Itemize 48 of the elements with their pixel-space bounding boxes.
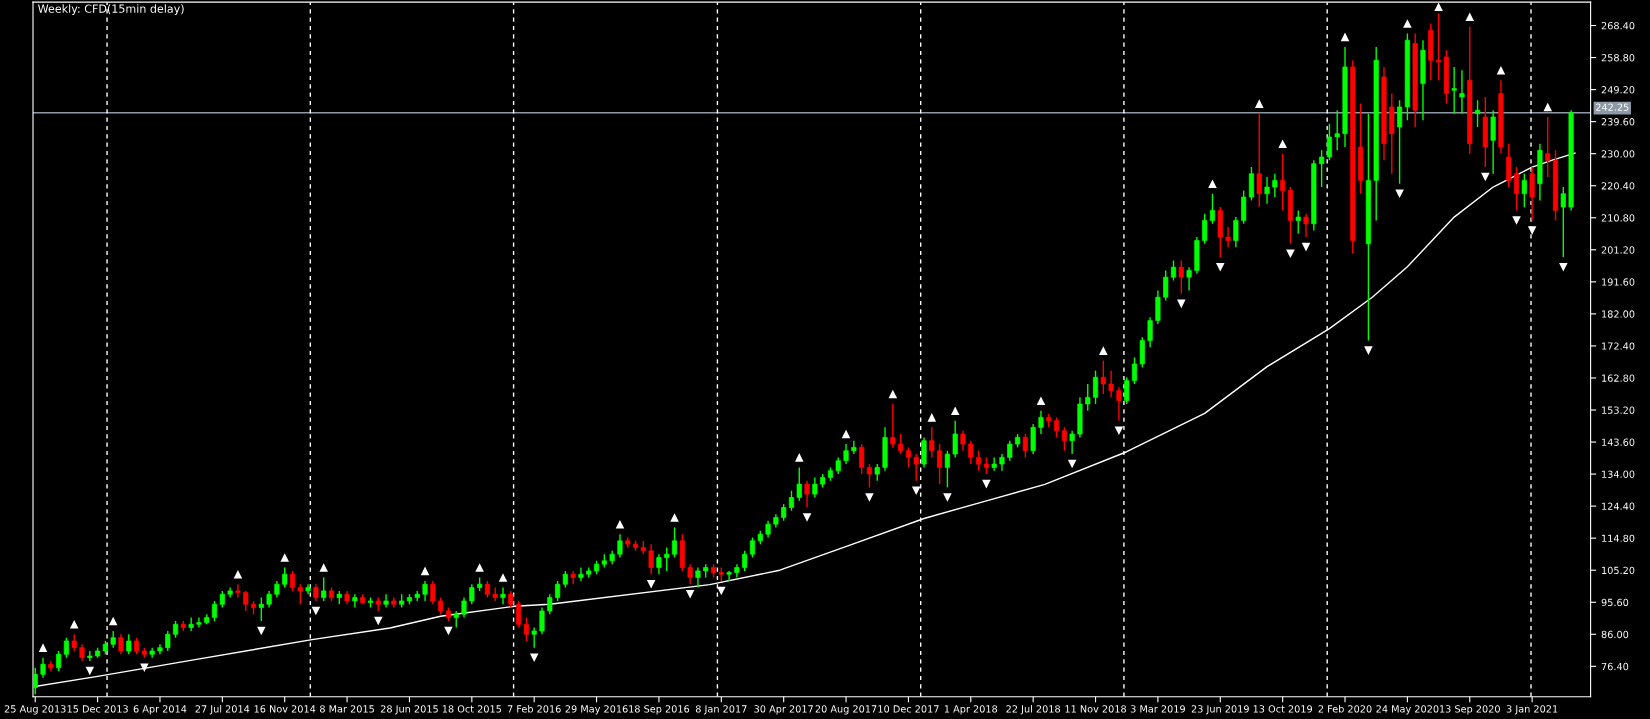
y-tick-label: 105.20: [1602, 566, 1635, 575]
y-tick-label: 172.40: [1602, 342, 1635, 350]
y-tick-label: 239.60: [1601, 118, 1635, 126]
x-tick-label: 23 Jun 2019: [1191, 705, 1249, 715]
x-tick-label: 24 May 2020: [1376, 705, 1439, 715]
y-tick-label: 191.60: [1602, 278, 1635, 286]
x-tick-label: 16 Nov 2014: [254, 705, 316, 713]
x-tick-label: 2 Feb 2020: [1318, 705, 1372, 713]
x-tick-label: 10 Dec 2017: [878, 705, 939, 713]
y-tick-label: 134.00: [1602, 470, 1635, 478]
y-tick-label: 86.00: [1601, 630, 1629, 639]
y-tick-label: 201.20: [1601, 246, 1635, 254]
x-tick-label: 8 Mar 2015: [320, 705, 374, 713]
x-tick-label: 29 May 2016: [565, 705, 628, 715]
ref-line-label: 242.25: [1595, 103, 1629, 111]
x-tick-label: 15 Dec 2013: [67, 705, 128, 713]
x-tick-label: 11 Nov 2018: [1065, 705, 1126, 713]
y-tick-label: 124.40: [1602, 502, 1635, 510]
x-tick-label: 25 Aug 2013: [4, 705, 66, 715]
x-tick-label: 20 Aug 2017: [815, 705, 877, 715]
y-tick-label: 162.80: [1602, 374, 1635, 382]
x-tick-label: 7 Feb 2016: [507, 705, 561, 713]
y-tick-label: 153.20: [1602, 406, 1635, 414]
x-tick-label: 13 Oct 2019: [1253, 705, 1313, 713]
x-tick-label: 28 Jun 2015: [380, 705, 438, 715]
x-tick-label: 6 Apr 2014: [133, 705, 187, 715]
x-tick-label: 3 Jan 2021: [1506, 705, 1558, 715]
y-tick-label: 182.00: [1602, 310, 1635, 318]
y-tick-label: 95.60: [1601, 598, 1629, 607]
x-tick-label: 18 Sep 2016: [629, 705, 690, 715]
x-tick-label: 1 Apr 2018: [944, 705, 998, 715]
y-tick-label: 268.40: [1601, 22, 1635, 30]
x-tick-label: 30 Apr 2017: [754, 705, 813, 715]
y-tick-label: 258.80: [1601, 54, 1635, 62]
x-tick-label: 22 Jul 2018: [1006, 705, 1061, 715]
x-tick-label: 3 Mar 2019: [1130, 705, 1185, 713]
y-tick-label: 143.60: [1602, 438, 1635, 446]
y-tick-label: 249.20: [1601, 86, 1635, 94]
x-tick-label: 18 Oct 2015: [442, 705, 502, 713]
x-tick-label: 8 Jan 2017: [695, 705, 747, 715]
y-tick-label: 114.80: [1602, 534, 1635, 543]
y-tick-label: 230.00: [1601, 150, 1635, 158]
y-tick-label: 76.40: [1601, 662, 1629, 671]
x-tick-label: 13 Sep 2020: [1440, 705, 1500, 715]
y-tick-label: 220.40: [1601, 182, 1635, 190]
y-tick-label: 210.80: [1601, 214, 1635, 222]
x-tick-label: 27 Jul 2014: [195, 705, 250, 715]
chart-title: Weekly: CFD(15min delay): [38, 4, 184, 15]
